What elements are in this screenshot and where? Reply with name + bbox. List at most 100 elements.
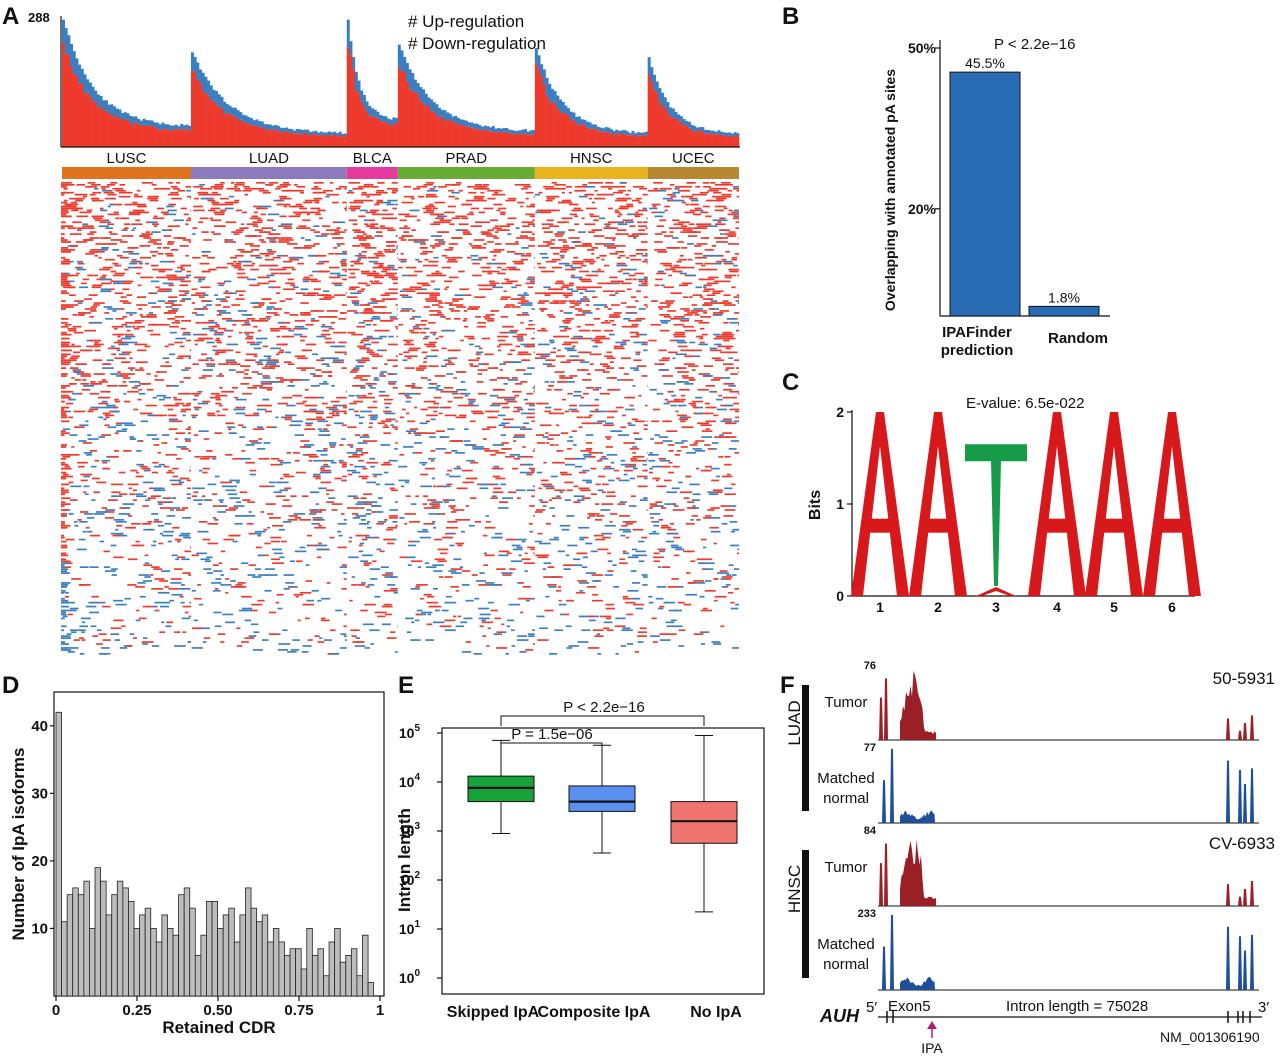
- heatmap-cell: [166, 385, 175, 387]
- heatmap-cell: [723, 515, 734, 517]
- heatmap-cell: [522, 540, 526, 543]
- heatmap-cell: [699, 341, 705, 344]
- heatmap-cell: [265, 183, 274, 186]
- heatmap-cell: [245, 337, 254, 340]
- heatmap-cell: [677, 371, 689, 373]
- heatmap-cell: [690, 519, 694, 521]
- heatmap-cell: [724, 369, 729, 371]
- heatmap-cell: [166, 205, 174, 208]
- heatmap-cell: [70, 207, 74, 210]
- heatmap-cell: [507, 217, 517, 220]
- heatmap-cell: [727, 213, 736, 216]
- heatmap-cell: [176, 182, 180, 184]
- heatmap-cell: [310, 511, 322, 513]
- bar-down-luad-18: [239, 112, 243, 120]
- heatmap-cell: [551, 497, 562, 500]
- heatmap-cell: [576, 416, 584, 419]
- heatmap-cell: [639, 459, 645, 462]
- heatmap-cell: [539, 252, 548, 255]
- heatmap-cell: [599, 452, 604, 454]
- heatmap-cell: [255, 256, 263, 259]
- heatmap-cell: [328, 408, 339, 411]
- heatmap-cell: [353, 400, 364, 403]
- heatmap-cell: [641, 343, 648, 346]
- heatmap-cell: [425, 205, 434, 208]
- heatmap-cell: [239, 294, 244, 297]
- heatmap-cell: [89, 316, 94, 318]
- heatmap-cell: [110, 280, 122, 283]
- heatmap-cell: [199, 183, 205, 186]
- bar-down-prad-29: [475, 123, 479, 130]
- heatmap-cell: [549, 507, 555, 509]
- heatmap-cell: [367, 520, 371, 523]
- heatmap-cell: [220, 505, 227, 507]
- heatmap-cell: [76, 227, 86, 230]
- bar-up-prad-1: [400, 71, 404, 147]
- heatmap-cell: [670, 193, 676, 196]
- heatmap-cell: [511, 544, 521, 547]
- heatmap-cell: [674, 453, 681, 456]
- heatmap-cell: [701, 436, 713, 438]
- heatmap-cell: [93, 217, 103, 220]
- bar-up-lusc-41: [172, 130, 176, 147]
- heatmap-cell: [269, 239, 276, 241]
- heatmap-cell: [712, 312, 724, 314]
- heatmap-cell: [135, 361, 148, 364]
- heatmap-cell: [665, 300, 675, 302]
- heatmap-cell: [578, 231, 586, 233]
- heatmap-cell: [358, 544, 363, 547]
- heatmap-cell: [128, 252, 140, 255]
- heatmap-cell: [268, 280, 276, 283]
- heatmap-cell: [703, 517, 710, 519]
- heatmap-cell: [373, 252, 384, 255]
- bar-down-luad-16: [233, 107, 237, 117]
- bar-down-lusc-10: [88, 82, 92, 97]
- heatmap-cell: [117, 308, 125, 310]
- heatmap-cell: [215, 323, 220, 326]
- heatmap-cell: [527, 463, 534, 466]
- heatmap-cell: [723, 339, 730, 342]
- heatmap-cell: [202, 538, 211, 541]
- heatmap-cell: [599, 457, 609, 460]
- heatmap-cell: [406, 396, 412, 399]
- heatmap-cell: [160, 414, 168, 417]
- heatmap-cell: [344, 229, 347, 231]
- heatmap-cell: [171, 497, 177, 500]
- heatmap-cell: [723, 337, 736, 340]
- heatmap-cell: [207, 209, 216, 212]
- heatmap-cell: [77, 314, 85, 316]
- heatmap-cell: [620, 459, 626, 462]
- heatmap-cell: [128, 203, 138, 206]
- heatmap-cell: [341, 465, 347, 468]
- heatmap-cell: [81, 282, 87, 285]
- heatmap-cell: [414, 432, 426, 434]
- heatmap-cell: [111, 483, 123, 486]
- heatmap-cell: [604, 524, 616, 527]
- heatmap-cell: [366, 461, 379, 464]
- heatmap-cell: [221, 203, 234, 206]
- heatmap-cell: [482, 534, 488, 537]
- heatmap-cell: [678, 418, 689, 421]
- heatmap-cell: [341, 438, 346, 440]
- heatmap-cell: [578, 471, 587, 474]
- heatmap-cell: [737, 548, 739, 551]
- heatmap-cell: [436, 385, 441, 387]
- heatmap-cell: [429, 187, 435, 190]
- heatmap-cell: [509, 396, 516, 399]
- heatmap-cell: [323, 381, 327, 383]
- bar-down-lusc-44: [180, 123, 184, 129]
- heatmap-cell: [259, 264, 270, 267]
- heatmap-cell: [262, 367, 274, 369]
- heatmap-cell: [136, 304, 148, 306]
- heatmap-cell: [201, 231, 209, 233]
- heatmap-cell: [684, 329, 697, 332]
- heatmap-cell: [77, 461, 88, 464]
- heatmap-cell: [695, 256, 707, 259]
- heatmap-cell: [371, 213, 384, 216]
- heatmap-cell: [291, 268, 296, 271]
- bar-up-lusc-26: [131, 124, 135, 147]
- heatmap-cell: [409, 286, 422, 289]
- heatmap-cell: [700, 316, 711, 318]
- heatmap-cell: [468, 524, 475, 527]
- heatmap-cell: [622, 197, 632, 200]
